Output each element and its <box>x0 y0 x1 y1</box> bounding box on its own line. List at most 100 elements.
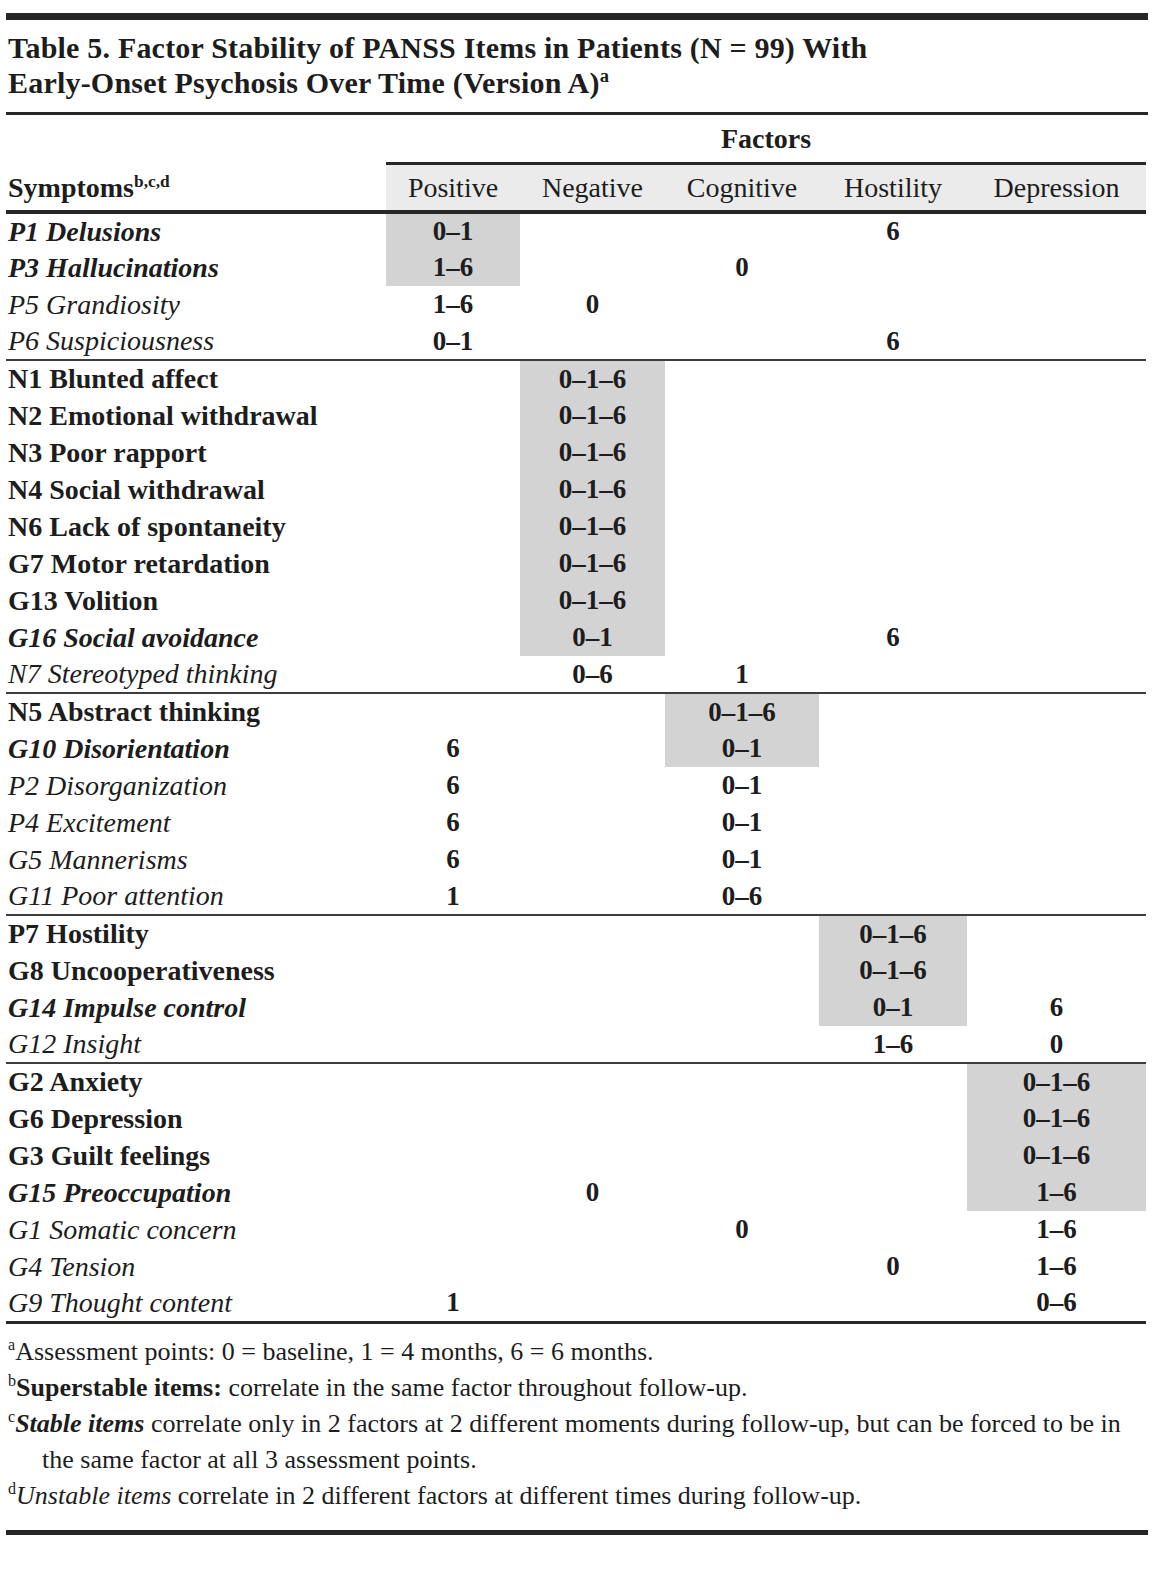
symptom-label: P4 Excitement <box>6 804 386 841</box>
symptom-label: G8 Uncooperativeness <box>6 952 386 989</box>
cell-negative <box>520 1137 665 1174</box>
footnote-text: Superstable items: <box>16 1373 222 1402</box>
cell-depression <box>967 212 1146 249</box>
cell-cognitive: 0–1 <box>665 804 819 841</box>
footnote-marker: d <box>8 1480 16 1497</box>
cell-cognitive: 0 <box>665 1211 819 1248</box>
column-header-cognitive: Cognitive <box>665 164 819 213</box>
cell-depression <box>967 804 1146 841</box>
cell-cognitive <box>665 915 819 952</box>
cell-hostility <box>819 841 967 878</box>
cell-depression <box>967 545 1146 582</box>
cell-positive: 6 <box>386 730 520 767</box>
cell-hostility: 0–1–6 <box>819 952 967 989</box>
symptom-label: N2 Emotional withdrawal <box>6 397 386 434</box>
table-row: G13 Volition0–1–6 <box>6 582 1146 619</box>
cell-negative <box>520 915 665 952</box>
cell-positive <box>386 989 520 1026</box>
factors-spanner-row: Factors <box>6 115 1146 164</box>
cell-positive <box>386 915 520 952</box>
cell-cognitive <box>665 323 819 360</box>
factors-group-label: Factors <box>386 115 1146 164</box>
symptom-label: G1 Somatic concern <box>6 1211 386 1248</box>
table-row: N5 Abstract thinking0–1–6 <box>6 693 1146 730</box>
cell-positive <box>386 1026 520 1063</box>
symptom-label: G15 Preoccupation <box>6 1174 386 1211</box>
column-header-hostility: Hostility <box>819 164 967 213</box>
cell-hostility <box>819 1174 967 1211</box>
symptom-label: G7 Motor retardation <box>6 545 386 582</box>
cell-cognitive <box>665 1174 819 1211</box>
cell-hostility <box>819 545 967 582</box>
cell-positive <box>386 1174 520 1211</box>
cell-positive <box>386 952 520 989</box>
cell-positive <box>386 693 520 730</box>
table-row: G7 Motor retardation0–1–6 <box>6 545 1146 582</box>
cell-cognitive <box>665 397 819 434</box>
symptom-group-4: P7 Hostility0–1–6G8 Uncooperativeness 0–1… <box>6 915 1146 1063</box>
cell-depression: 0–6 <box>967 1285 1146 1322</box>
cell-positive <box>386 1211 520 1248</box>
cell-positive: 6 <box>386 841 520 878</box>
cell-negative: 0–1–6 <box>520 397 665 434</box>
cell-positive <box>386 508 520 545</box>
symptom-label: G10 Disorientation <box>6 730 386 767</box>
cell-cognitive <box>665 1026 819 1063</box>
cell-depression <box>967 878 1146 915</box>
table-row: G14 Impulse control0–16 <box>6 989 1146 1026</box>
cell-hostility: 1–6 <box>819 1026 967 1063</box>
cell-negative <box>520 767 665 804</box>
cell-cognitive: 0–1–6 <box>665 693 819 730</box>
cell-negative: 0–1–6 <box>520 471 665 508</box>
column-header-depression: Depression <box>967 164 1146 213</box>
cell-hostility <box>819 878 967 915</box>
cell-hostility <box>819 1100 967 1137</box>
cell-positive <box>386 619 520 656</box>
symptom-label: G4 Tension <box>6 1248 386 1285</box>
table-row: N3 Poor rapport0–1–6 <box>6 434 1146 471</box>
cell-positive <box>386 1100 520 1137</box>
cell-depression <box>967 249 1146 286</box>
cell-positive: 1–6 <box>386 249 520 286</box>
cell-positive <box>386 471 520 508</box>
cell-depression: 0 <box>967 1026 1146 1063</box>
cell-hostility <box>819 767 967 804</box>
cell-positive <box>386 656 520 693</box>
cell-positive <box>386 434 520 471</box>
table-row: P7 Hostility0–1–6 <box>6 915 1146 952</box>
cell-hostility <box>819 397 967 434</box>
footnote-text: Unstable items <box>16 1481 171 1510</box>
symptoms-column-header: Symptomsb,c,d <box>6 164 386 213</box>
cell-hostility: 6 <box>819 323 967 360</box>
footnote-d: dUnstable items correlate in 2 different… <box>8 1478 1146 1514</box>
cell-cognitive <box>665 1137 819 1174</box>
cell-depression: 1–6 <box>967 1248 1146 1285</box>
cell-depression <box>967 656 1146 693</box>
table-row: G2 Anxiety0–1–6 <box>6 1063 1146 1100</box>
table-header: Factors Symptomsb,c,d PositiveNegativeCo… <box>6 115 1146 212</box>
cell-positive: 6 <box>386 804 520 841</box>
cell-negative: 0–1–6 <box>520 360 665 397</box>
symptom-label: N1 Blunted affect <box>6 360 386 397</box>
symptom-label: P7 Hostility <box>6 915 386 952</box>
cell-negative <box>520 1026 665 1063</box>
cell-cognitive <box>665 471 819 508</box>
table-title-line2-text: Early-Onset Psychosis Over Time (Version… <box>8 66 600 99</box>
cell-depression <box>967 730 1146 767</box>
cell-depression <box>967 286 1146 323</box>
cell-hostility <box>819 693 967 730</box>
cell-negative: 0–1–6 <box>520 582 665 619</box>
cell-cognitive <box>665 286 819 323</box>
cell-cognitive <box>665 1248 819 1285</box>
cell-positive <box>386 545 520 582</box>
table-row: P1 Delusions0–16 <box>6 212 1146 249</box>
cell-negative <box>520 1248 665 1285</box>
cell-negative <box>520 693 665 730</box>
footnotes-block: aAssessment points: 0 = baseline, 1 = 4 … <box>6 1324 1148 1528</box>
cell-negative: 0–6 <box>520 656 665 693</box>
cell-cognitive: 0–1 <box>665 841 819 878</box>
cell-positive <box>386 360 520 397</box>
cell-depression <box>967 952 1146 989</box>
cell-depression <box>967 767 1146 804</box>
cell-hostility <box>819 582 967 619</box>
